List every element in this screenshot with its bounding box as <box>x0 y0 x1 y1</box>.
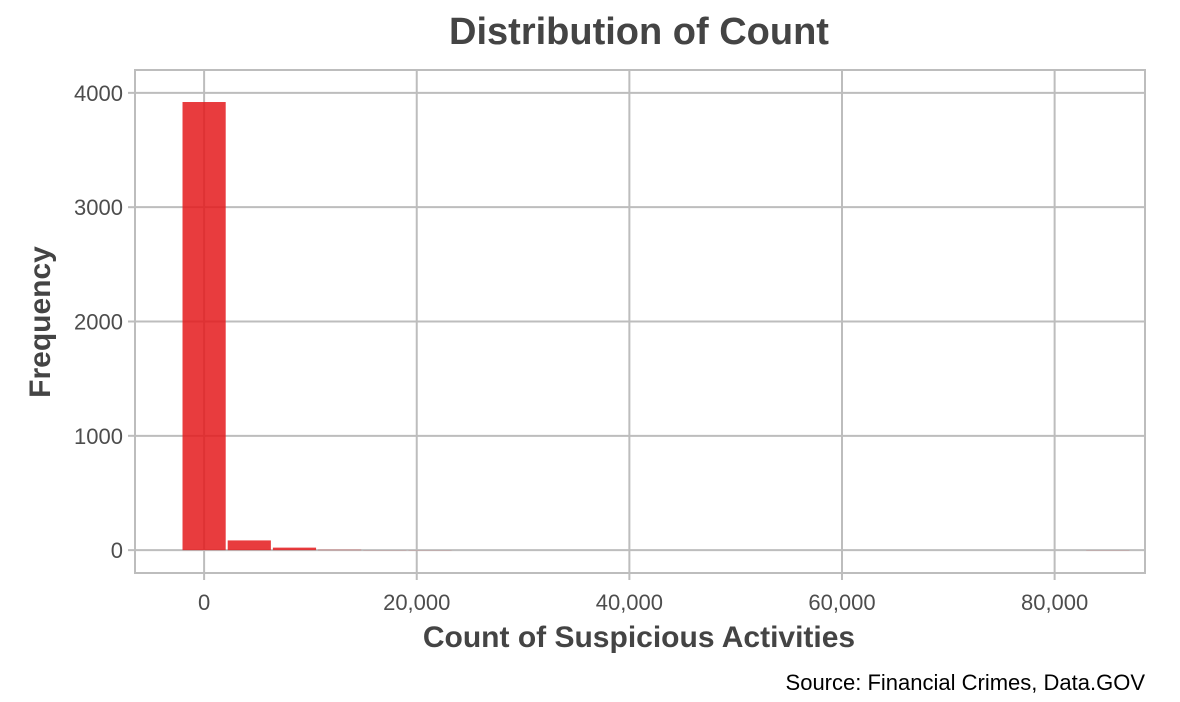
y-tick-label: 3000 <box>74 195 123 220</box>
histogram-bar <box>227 540 271 551</box>
x-axis-title: Count of Suspicious Activities <box>423 621 855 654</box>
x-tick-label: 60,000 <box>808 590 875 615</box>
x-tick-label: 20,000 <box>383 590 450 615</box>
y-axis-ticks: 0 1000 2000 3000 4000 <box>74 81 135 563</box>
histogram-bar <box>182 102 226 551</box>
x-tick-label: 0 <box>198 590 210 615</box>
x-tick-label: 40,000 <box>596 590 663 615</box>
y-tick-label: 0 <box>111 538 123 563</box>
gridlines <box>135 70 1145 573</box>
chart-title: Distribution of Count <box>449 11 829 53</box>
x-axis-ticks: 0 20,000 40,000 60,000 80,000 <box>198 573 1088 615</box>
bars <box>182 102 1130 551</box>
histogram-bar <box>272 547 317 551</box>
y-tick-label: 2000 <box>74 310 123 335</box>
source-caption: Source: Financial Crimes, Data.GOV <box>786 670 1146 695</box>
y-axis-title: Frequency <box>24 246 57 398</box>
y-tick-label: 1000 <box>74 424 123 449</box>
y-tick-label: 4000 <box>74 81 123 106</box>
x-tick-label: 80,000 <box>1021 590 1088 615</box>
